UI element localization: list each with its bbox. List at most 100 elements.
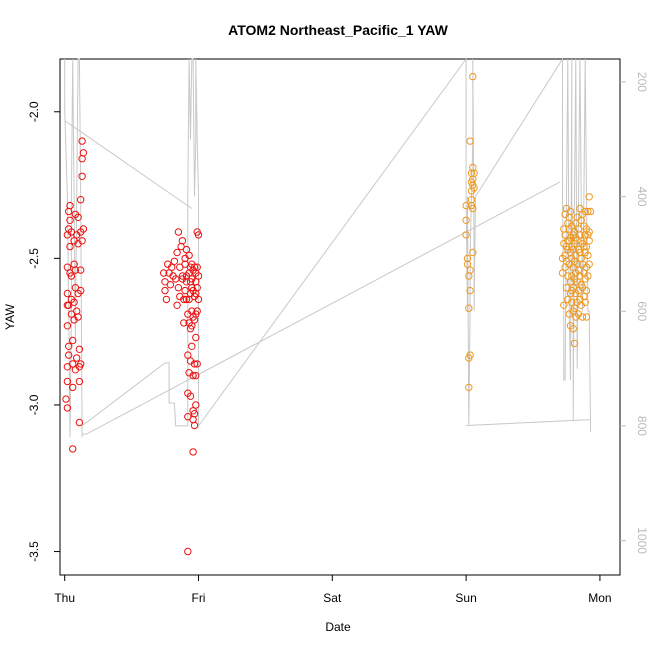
red-point: [193, 360, 201, 368]
y-axis-label: YAW: [3, 303, 17, 330]
orange-point: [585, 260, 593, 268]
orange-point: [582, 286, 591, 295]
red-point: [63, 377, 72, 386]
red-point: [188, 342, 196, 350]
gray-line-layer: [64, 57, 592, 438]
x-tick-label: Fri: [191, 591, 205, 605]
red-point: [178, 272, 187, 280]
red-point: [194, 272, 203, 280]
red-point: [166, 281, 175, 289]
red-point: [74, 213, 82, 222]
red-point: [162, 295, 171, 304]
orange-point: [584, 272, 592, 280]
orange-point: [586, 207, 595, 216]
y-tick-label: -2.5: [27, 248, 41, 269]
red-point: [161, 286, 169, 295]
gray-line-3: [466, 419, 591, 426]
gray-line-2: [82, 181, 561, 435]
orange-point: [560, 301, 568, 309]
red-point: [65, 301, 73, 309]
red-point: [75, 418, 84, 427]
orange-point: [465, 304, 473, 312]
red-point: [180, 295, 188, 304]
red-point: [77, 196, 85, 204]
orange-point: [578, 313, 587, 321]
red-point: [77, 286, 85, 295]
red-point: [192, 371, 200, 380]
orange-point: [582, 313, 591, 321]
red-point: [78, 237, 86, 245]
points-layer: [62, 72, 595, 556]
orange-point: [570, 304, 579, 312]
gray-line-0: [64, 57, 592, 438]
orange-point: [466, 286, 474, 295]
red-point: [190, 360, 199, 368]
red-point: [190, 421, 199, 430]
orange-point: [564, 272, 572, 280]
red-point: [75, 377, 84, 386]
orange-point: [581, 298, 589, 306]
red-point: [66, 201, 74, 210]
red-point: [188, 322, 196, 330]
plot-frame: [59, 58, 621, 576]
y-tick-label: -2.0: [27, 101, 41, 122]
orange-point: [462, 201, 470, 210]
orange-point: [584, 207, 592, 216]
y2-tick-label: 600: [635, 301, 649, 321]
red-point: [67, 272, 76, 280]
orange-point: [582, 242, 591, 251]
y2-tick-label: 400: [635, 187, 649, 207]
red-point: [193, 307, 201, 315]
red-point: [173, 248, 181, 257]
orange-point: [570, 339, 579, 348]
orange-point: [462, 216, 470, 225]
x-tick-label: Sat: [323, 591, 342, 605]
red-point: [73, 354, 81, 362]
orange-point: [469, 72, 477, 81]
red-point: [160, 269, 168, 277]
red-point: [65, 342, 73, 350]
red-point: [192, 333, 200, 342]
red-point: [186, 392, 195, 400]
x-tick-label: Mon: [588, 591, 611, 605]
red-point: [69, 383, 77, 392]
red-point: [182, 295, 191, 304]
red-point: [71, 266, 80, 274]
orange-point: [466, 266, 474, 274]
x-tick-label: Thu: [54, 591, 75, 605]
red-point: [63, 322, 72, 330]
y2-tick-label: 800: [635, 416, 649, 436]
right-axis: 200 400 600 800 1000: [620, 72, 649, 554]
orange-point: [585, 193, 593, 201]
x-axis: Thu Fri Sat Sun Mon: [54, 575, 612, 605]
red-point: [63, 289, 72, 298]
y-tick-label: -3.5: [27, 541, 41, 562]
red-point: [193, 284, 201, 292]
orange-point: [584, 251, 592, 260]
red-point: [184, 351, 192, 359]
orange-point: [466, 137, 474, 145]
red-point: [190, 410, 199, 418]
red-point: [78, 172, 86, 181]
red-point: [79, 149, 88, 157]
orange-point: [469, 204, 477, 213]
red-point: [185, 251, 193, 260]
red-point: [66, 242, 74, 251]
orange-point: [463, 260, 472, 268]
orange-point: [466, 351, 474, 359]
red-point: [77, 266, 85, 274]
red-point: [194, 295, 203, 304]
orange-point: [581, 207, 589, 216]
red-point: [174, 284, 183, 292]
red-point: [192, 401, 200, 409]
orange-point: [568, 298, 576, 306]
red-point: [65, 351, 73, 359]
orange-point: [465, 383, 473, 392]
red-point: [66, 216, 74, 225]
gray-line-1: [64, 120, 193, 209]
orange-point: [585, 228, 593, 236]
red-point: [69, 445, 77, 453]
red-point: [193, 263, 201, 271]
red-point: [78, 137, 86, 145]
